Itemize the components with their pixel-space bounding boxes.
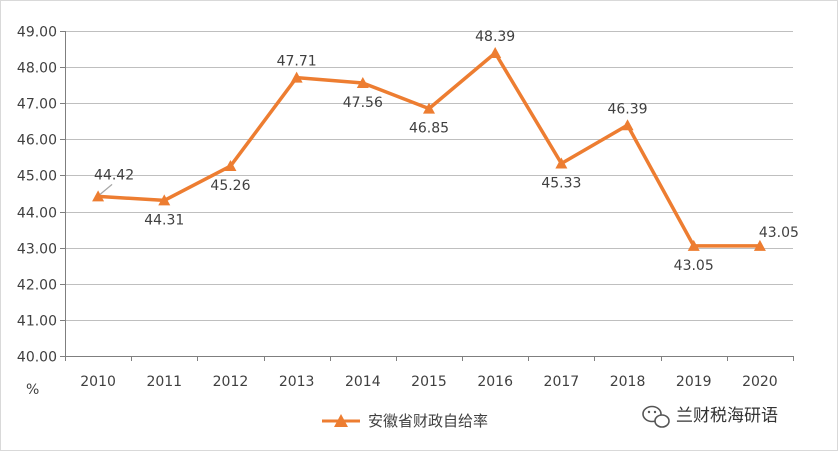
x-tick-label: 2012 — [213, 374, 249, 390]
x-tick-labels: 2010 2011 2012 2013 2014 2015 2016 2017 2018 2019… — [80, 374, 777, 390]
y-tick-label: 40.00 — [17, 350, 57, 366]
x-tick-label: 2013 — [279, 374, 315, 390]
legend-label: 安徽省财政自给率 — [368, 412, 488, 430]
x-tick-label: 2014 — [345, 374, 381, 390]
x-tick-label: 2011 — [146, 374, 182, 390]
series-markers — [92, 47, 766, 251]
data-labels: 44.42 44.31 45.26 47.71 47.56 46.85 48.39 45.33… — [94, 29, 799, 274]
y-tick-label: 47.00 — [17, 97, 57, 113]
data-label: 46.85 — [409, 121, 449, 137]
data-point-marker[interactable] — [423, 102, 435, 114]
watermark: 兰财税海研语 — [642, 405, 778, 428]
x-tick-label: 2015 — [411, 374, 447, 390]
data-point-marker[interactable] — [224, 160, 237, 172]
data-point-marker[interactable] — [92, 190, 105, 202]
data-point-marker[interactable] — [687, 239, 700, 251]
y-tick-label: 42.00 — [17, 278, 57, 294]
y-tick-label: 44.00 — [17, 206, 57, 222]
data-point-marker[interactable] — [555, 157, 568, 169]
y-axis-unit: % — [26, 382, 39, 398]
wechat-icon — [642, 405, 670, 428]
legend[interactable]: 安徽省财政自给率 — [322, 412, 488, 430]
x-tick-label: 2018 — [610, 374, 646, 390]
y-tick-label: 45.00 — [17, 169, 57, 185]
y-tick-label: 43.00 — [17, 242, 57, 258]
x-tick-label: 2019 — [676, 374, 712, 390]
data-label: 43.05 — [759, 225, 799, 241]
x-tick-label: 2020 — [742, 374, 778, 390]
data-label: 43.05 — [674, 258, 714, 274]
data-label: 45.33 — [541, 176, 581, 192]
data-point-marker[interactable] — [356, 77, 369, 88]
data-label: 45.26 — [210, 178, 250, 194]
data-point-marker[interactable] — [489, 47, 502, 59]
y-tick-labels: 40.00 41.00 42.00 43.00 44.00 45.00 46.00 47.00… — [17, 25, 57, 366]
x-tick-label: 2010 — [80, 374, 116, 390]
gridlines — [60, 31, 794, 361]
legend-marker — [334, 414, 348, 427]
data-point-marker[interactable] — [753, 239, 766, 251]
data-label: 47.71 — [277, 54, 317, 70]
y-tick-label: 49.00 — [17, 25, 57, 41]
data-label: 48.39 — [475, 29, 515, 45]
x-tick-label: 2017 — [544, 374, 580, 390]
data-point-marker[interactable] — [621, 119, 634, 131]
data-label: 47.56 — [343, 95, 383, 111]
x-tick-label: 2016 — [477, 374, 513, 390]
y-tick-label: 46.00 — [17, 133, 57, 149]
y-tick-label: 41.00 — [17, 314, 57, 330]
label-leader-line — [99, 183, 113, 195]
data-label: 44.42 — [94, 167, 134, 183]
y-tick-label: 48.00 — [17, 61, 57, 77]
data-point-marker[interactable] — [158, 194, 171, 206]
data-label: 44.31 — [144, 212, 184, 228]
watermark-text: 兰财税海研语 — [676, 406, 778, 426]
data-label: 46.39 — [607, 101, 647, 117]
data-point-marker[interactable] — [290, 71, 303, 83]
